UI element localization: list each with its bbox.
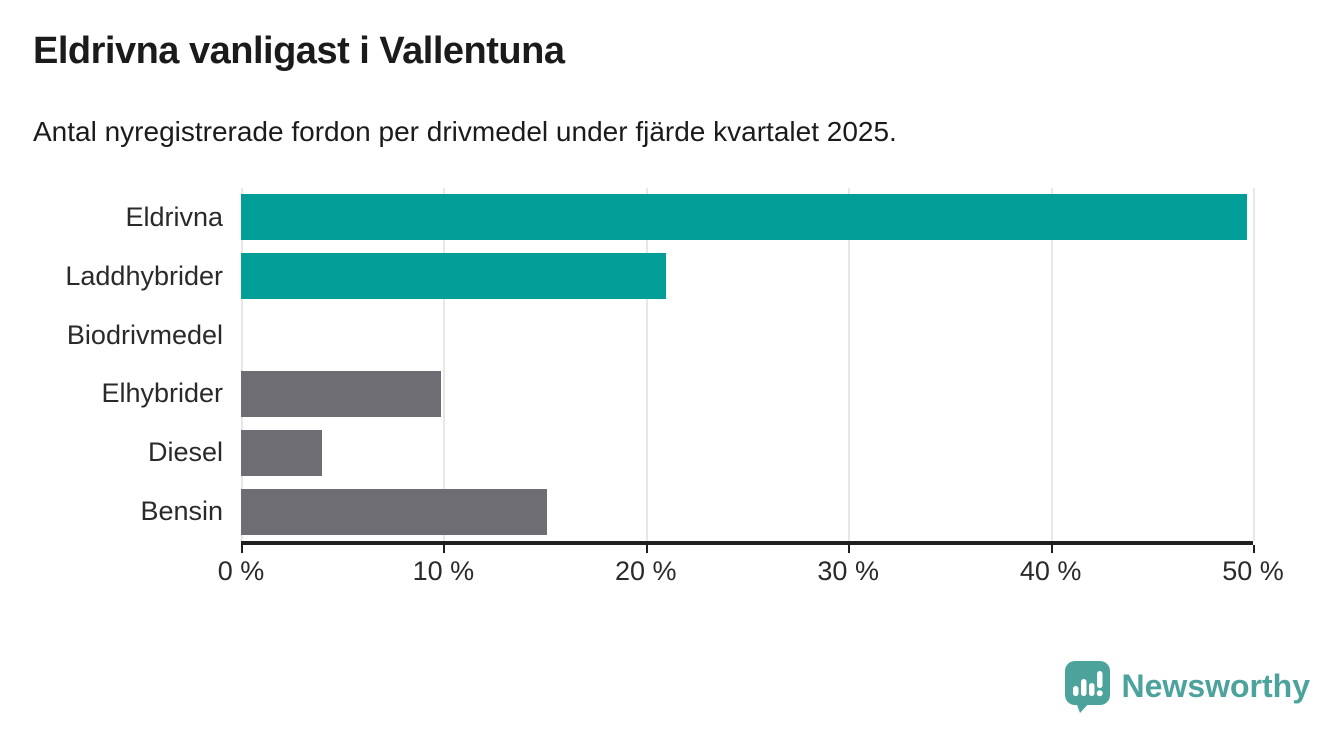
bar — [241, 253, 667, 300]
x-tick-label: 20 % — [615, 556, 677, 586]
brand-name: Newsworthy — [1121, 668, 1310, 704]
x-axis-tick — [443, 545, 446, 553]
x-axis-tick — [1253, 545, 1255, 553]
category-label: Bensin — [140, 496, 223, 527]
gridline — [443, 188, 446, 541]
x-axis-tick — [848, 545, 851, 553]
gridline — [1050, 188, 1053, 541]
x-axis-tick — [1050, 545, 1053, 553]
x-tick-label: 10 % — [412, 556, 475, 586]
bar — [241, 488, 547, 535]
x-tick-label: 30 % — [817, 556, 879, 586]
newsworthy-logo-icon — [1064, 661, 1110, 713]
bar — [241, 370, 442, 417]
category-axis: Eldrivna Laddhybrider Biodrivmedel Elhybrid… — [33, 188, 223, 541]
bar — [241, 429, 322, 476]
category-label: Laddhybrider — [65, 260, 223, 291]
gridline — [241, 188, 243, 541]
newsworthy-brand: Newsworthy — [1064, 660, 1310, 713]
category-label: Diesel — [147, 437, 223, 468]
x-tick-label: 40 % — [1019, 556, 1082, 586]
gridline — [645, 188, 648, 541]
plot-area: 0 % 10 % 20 % 30 % 40 % 50 % — [218, 188, 1284, 586]
category-label: Biodrivmedel — [66, 319, 223, 350]
x-tick-label: 0 % — [217, 556, 265, 586]
x-tick-label: 50 % — [1222, 556, 1284, 586]
bar-chart: Eldrivna Laddhybrider Biodrivmedel Elhybrid… — [33, 188, 1284, 608]
bar — [241, 194, 1247, 241]
chart-subtitle: Antal nyregistrerade fordon per drivmede… — [33, 116, 897, 147]
x-axis-line — [241, 541, 1253, 545]
category-label: Elhybrider — [101, 378, 223, 409]
x-axis-tick — [241, 545, 243, 553]
x-axis-tick — [645, 545, 648, 553]
gridline — [848, 188, 851, 541]
page-title: Eldrivna vanligast i Vallentuna — [33, 30, 565, 72]
gridline — [1253, 188, 1255, 541]
category-label: Eldrivna — [125, 201, 223, 232]
